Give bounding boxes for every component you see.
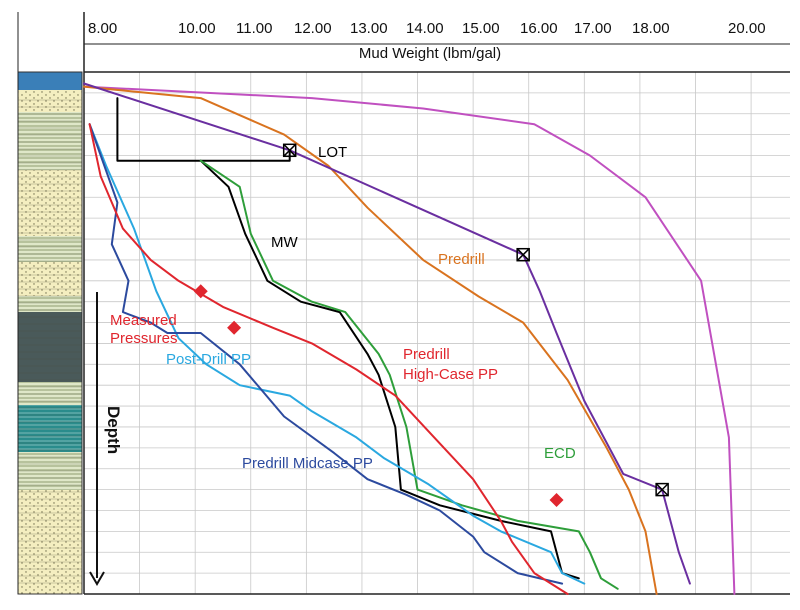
x-axis-title: Mud Weight (lbm/gal)	[359, 45, 501, 62]
x-tick-label: 11.00	[236, 20, 272, 37]
annotation-mw: MW	[271, 234, 298, 251]
x-tick-label: 15.00	[462, 20, 500, 37]
annotation-predrill-midcase-pp: Predrill Midcase PP	[242, 455, 373, 472]
annotation-predrill-high: Predrill	[403, 346, 450, 363]
series-mw-line	[199, 159, 580, 580]
x-tick-label: 17.00	[574, 20, 612, 37]
annotation-lot: LOT	[318, 144, 347, 161]
x-tick-label: 16.00	[520, 20, 558, 37]
annotation-measured: Measured	[110, 312, 177, 329]
x-tick-labels: 8.00 10.00 11.00 12.00 13.00 14.00 15.00 16.00 1…	[88, 20, 766, 37]
annotation-post-drill-pp: Post-Drill PP	[166, 351, 251, 368]
annotation-layer: LOT MW Predrill Measured Pressures Post-…	[110, 144, 576, 472]
lot-marker	[516, 247, 530, 262]
annotation-ecd: ECD	[544, 445, 576, 462]
axes-frame	[17, 12, 790, 595]
measured-pressure-marker	[549, 493, 564, 508]
x-tick-label: 10.00	[178, 20, 216, 37]
x-tick-label: 18.00	[632, 20, 670, 37]
lithology-column	[17, 71, 83, 595]
annotation-high-case-pp: High-Case PP	[403, 366, 498, 383]
lot-marker	[282, 143, 297, 158]
x-tick-label: 12.00	[294, 20, 332, 37]
y-axis-title: Depth	[104, 406, 123, 454]
annotation-pressures: Pressures	[110, 330, 178, 347]
x-tick-label: 20.00	[728, 20, 766, 37]
annotation-predrill-fg: Predrill	[438, 251, 485, 268]
x-tick-label: 14.00	[406, 20, 444, 37]
series-ecd-line	[199, 159, 619, 590]
series-lot-staircase-line	[116, 97, 291, 162]
depth-arrow	[89, 292, 105, 586]
marker-layer	[193, 143, 669, 508]
lot-marker	[655, 482, 669, 497]
measured-pressure-marker	[227, 320, 242, 335]
series-predrill-midcase-pp-line	[88, 123, 564, 585]
measured-pressure-marker	[193, 284, 208, 299]
x-tick-label: 13.00	[350, 20, 388, 37]
x-tick-label: 8.00	[88, 20, 117, 37]
series-lot-fg-line-line	[83, 82, 691, 585]
series-predrill-fg-line	[83, 85, 658, 595]
series-layer	[83, 82, 736, 595]
series-post-drill-pp-line	[88, 123, 586, 585]
series-overburden-line	[83, 85, 736, 595]
series-predrill-high-case-pp-line	[88, 123, 569, 595]
